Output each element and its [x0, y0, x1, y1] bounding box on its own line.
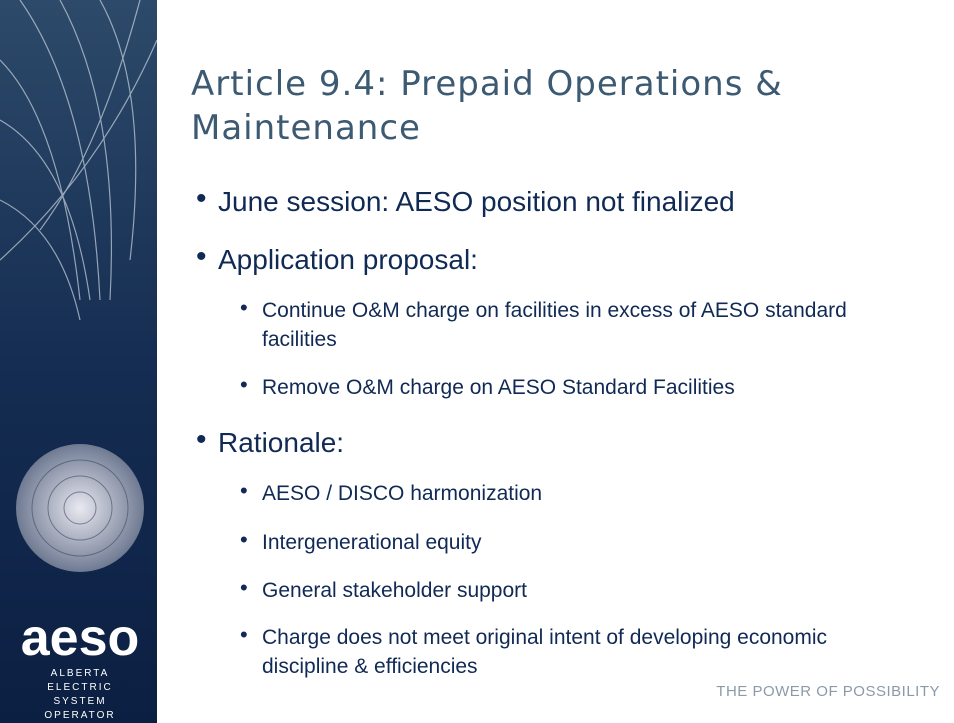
logo-line: ALBERTA [51, 668, 110, 679]
bullet-text: June session: AESO position not finalize… [218, 186, 735, 218]
footer: THE POWER OF POSSIBILITY [716, 683, 940, 700]
sub-bullet: Intergenerational equity [240, 528, 910, 557]
bullet-text: Application proposal: [218, 244, 478, 276]
logo-line: ELECTRIC [47, 682, 112, 693]
sub-bullet-text: General stakeholder support [240, 576, 910, 605]
logo: aeso [21, 609, 140, 667]
slide: aeso ALBERTA ELECTRIC SYSTEM OPERATOR Ar… [0, 0, 954, 723]
sidebar: aeso ALBERTA ELECTRIC SYSTEM OPERATOR [0, 0, 157, 723]
sub-bullet-text: Intergenerational equity [240, 528, 910, 557]
sub-bullet-text: AESO / DISCO harmonization [240, 479, 910, 508]
logo-line: SYSTEM [53, 696, 106, 707]
sub-bullet: Remove O&M charge on AESO Standard Facil… [240, 373, 910, 402]
sub-bullet-text: Continue O&M charge on facilities in exc… [240, 296, 910, 354]
slide-title: Article 9.4: Prepaid Operations & Mainte… [191, 62, 911, 150]
bullet-text: Rationale: [218, 427, 344, 459]
logo-line: OPERATOR [44, 710, 115, 721]
sub-bullet-text: Remove O&M charge on AESO Standard Facil… [240, 373, 910, 402]
sub-bullet: General stakeholder support [240, 576, 910, 605]
sub-bullet: Charge does not meet original intent of … [240, 623, 910, 681]
sub-bullet: Continue O&M charge on facilities in exc… [240, 296, 910, 354]
sub-bullet: AESO / DISCO harmonization [240, 479, 910, 508]
sub-bullet-text: Charge does not meet original intent of … [240, 623, 910, 681]
